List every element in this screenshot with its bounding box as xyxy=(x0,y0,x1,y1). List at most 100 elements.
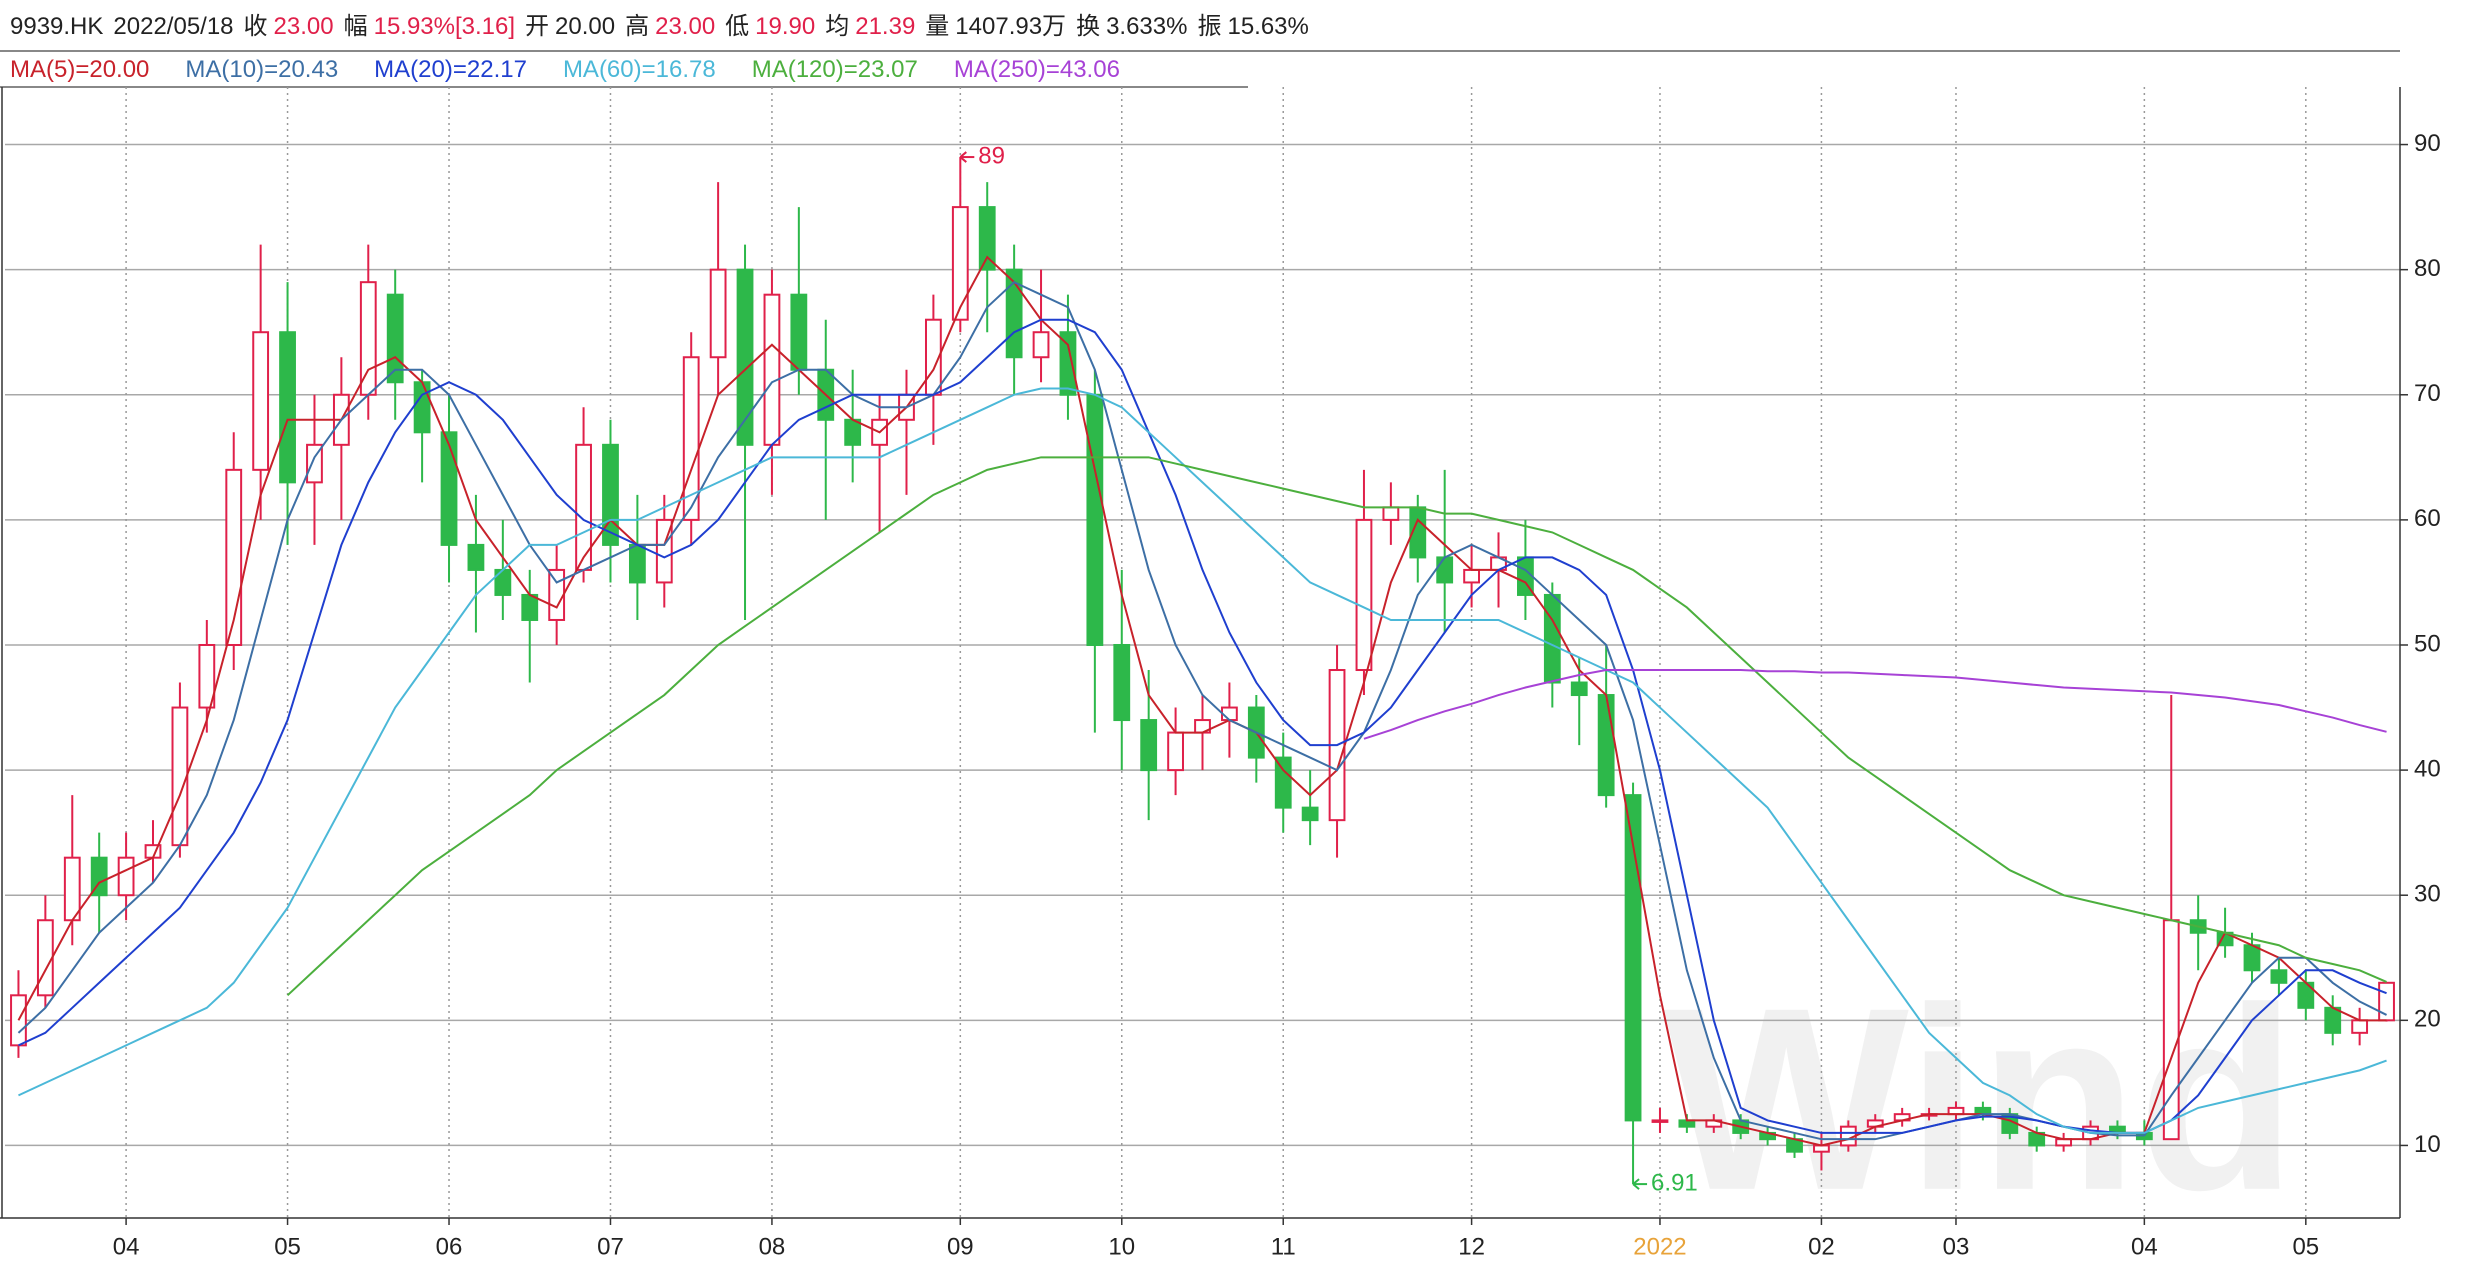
candle-body xyxy=(1113,643,1131,722)
legend-entry: MA(60)=16.78 xyxy=(562,56,716,83)
candle-body xyxy=(63,856,81,922)
field-label: 幅 xyxy=(343,13,368,40)
candle-body xyxy=(90,856,108,897)
candle-body xyxy=(413,381,431,434)
candle-body xyxy=(736,268,754,446)
legend-entry: MA(20)=22.17 xyxy=(374,56,527,83)
candle-body xyxy=(171,706,189,847)
candle-body xyxy=(521,593,539,621)
quote-date: 2022/05/18 xyxy=(113,13,234,40)
y-tick-label: 30 xyxy=(2414,881,2441,908)
candle-body xyxy=(1274,756,1292,809)
y-tick-label: 20 xyxy=(2414,1006,2441,1033)
x-tick-label: 05 xyxy=(274,1233,301,1260)
field-label: 均 xyxy=(825,13,850,40)
candle-body xyxy=(1570,681,1588,697)
field-value: 19.90 xyxy=(755,13,816,40)
y-tick-label: 70 xyxy=(2414,380,2441,407)
y-tick-label: 50 xyxy=(2414,630,2441,657)
candle-body xyxy=(2243,944,2261,972)
y-tick-label: 80 xyxy=(2414,255,2441,282)
legend: MA(5)=20.00 MA(10)=20.43 MA(20)=22.17 MA(60… xyxy=(10,54,1156,86)
field-label: 高 xyxy=(625,13,650,40)
candle-body xyxy=(306,443,323,484)
candle-body xyxy=(117,856,135,897)
candle-body xyxy=(1436,556,1454,584)
ma-line xyxy=(1363,669,2387,740)
candle-body xyxy=(1382,506,1400,521)
field-label: 开 xyxy=(525,13,550,40)
field-value: 3.633% xyxy=(1106,13,1188,40)
annotation-arrow xyxy=(959,151,967,163)
field-label: 量 xyxy=(925,13,950,40)
ma-line xyxy=(286,456,2387,997)
stock-code: 9939.HK xyxy=(10,13,104,40)
field-value: 15.63% xyxy=(1227,13,1309,40)
field-label: 收 xyxy=(243,13,268,40)
candle-body xyxy=(1624,794,1642,1122)
legend-entry: MA(120)=23.07 xyxy=(751,56,918,83)
candle-body xyxy=(198,643,216,709)
candle-body xyxy=(440,431,458,546)
x-tick-label: 11 xyxy=(1271,1233,1296,1260)
candle-body xyxy=(467,543,485,571)
field-value: 20.00 xyxy=(555,13,616,40)
y-tick-label: 90 xyxy=(2414,130,2441,157)
field-value: 23.00 xyxy=(273,13,334,40)
candle-body xyxy=(252,331,270,471)
quote-header: 9939.HK 2022/05/18 收 23.00 幅 15.93%[3.16] 开 20.… xyxy=(10,10,1319,44)
candle-body xyxy=(2270,969,2288,984)
legend-entry: MA(250)=43.06 xyxy=(953,56,1120,83)
candle-body xyxy=(1221,706,1238,722)
candle-body xyxy=(1167,731,1184,772)
field-label: 低 xyxy=(725,13,750,40)
field-value: 1407.93万 xyxy=(955,13,1067,40)
candle-body xyxy=(709,268,727,359)
candle-body xyxy=(2162,919,2180,1141)
candle-body xyxy=(1301,806,1319,822)
candle-body xyxy=(1597,694,1615,797)
candle-body xyxy=(1032,331,1050,359)
candle-body xyxy=(951,206,969,321)
ma-line xyxy=(17,280,2387,1141)
separator xyxy=(0,86,1248,88)
annotation-arrow xyxy=(1632,1178,1640,1190)
x-tick-label: 04 xyxy=(2131,1233,2158,1260)
candle-body xyxy=(1355,518,1373,672)
x-tick-label: 2022 xyxy=(1633,1233,1686,1260)
candle-body xyxy=(279,331,296,484)
x-tick-label: 06 xyxy=(436,1233,463,1260)
watermark: Wind xyxy=(1664,955,2297,1245)
candle-body xyxy=(1543,593,1561,684)
min-label: 6.91 xyxy=(1651,1169,1698,1196)
candle-body xyxy=(2351,1019,2369,1034)
field-value: 21.39 xyxy=(855,13,916,40)
candle-body xyxy=(1086,393,1104,646)
y-tick-label: 60 xyxy=(2414,505,2441,532)
candle-body xyxy=(763,293,781,446)
candle-body xyxy=(1059,331,1077,396)
legend-entry: MA(10)=20.43 xyxy=(185,56,339,83)
candle-body xyxy=(628,543,646,584)
x-tick-label: 02 xyxy=(1808,1233,1835,1260)
ma-line xyxy=(18,318,2387,1134)
candle-body xyxy=(1140,719,1158,772)
ma-line xyxy=(18,387,2387,1134)
candle-body xyxy=(844,418,862,446)
x-tick-label: 07 xyxy=(597,1233,624,1260)
candle-body xyxy=(36,919,54,997)
legend-entry: MA(5)=20.00 xyxy=(10,56,150,83)
x-tick-label: 03 xyxy=(1943,1233,1970,1260)
max-label: 89 xyxy=(978,142,1005,169)
candle-body xyxy=(1651,1119,1669,1123)
x-tick-label: 04 xyxy=(113,1233,140,1260)
candle-body xyxy=(978,206,996,271)
x-tick-label: 09 xyxy=(947,1233,974,1260)
x-tick-label: 12 xyxy=(1458,1233,1485,1260)
separator xyxy=(0,50,2400,52)
x-tick-label: 05 xyxy=(2292,1233,2319,1260)
field-label: 振 xyxy=(1197,13,1222,40)
field-value: 15.93%[3.16] xyxy=(373,13,516,40)
